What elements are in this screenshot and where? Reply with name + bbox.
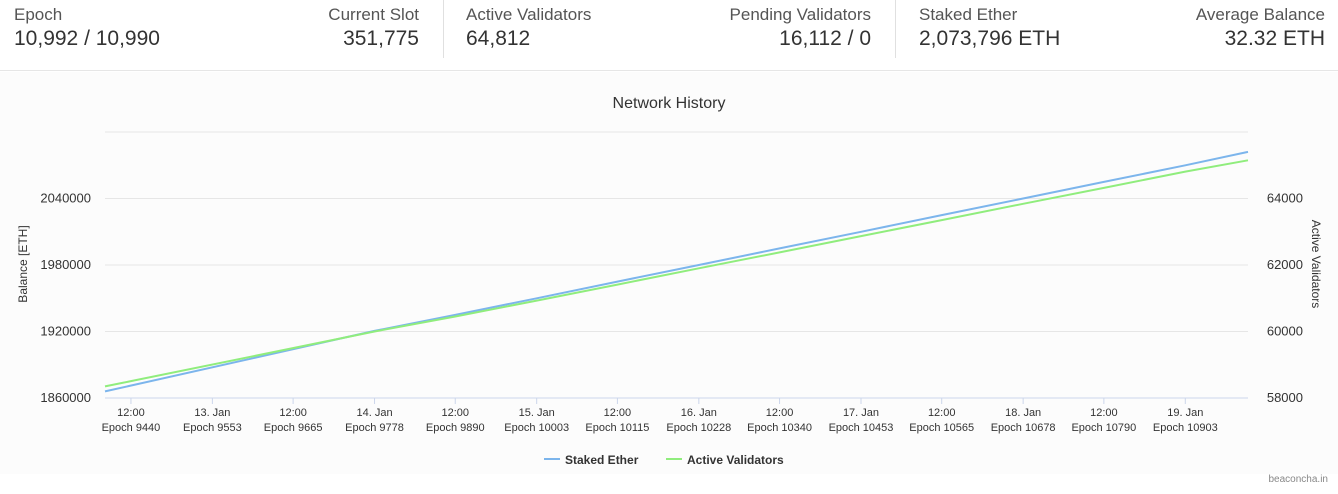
stats-bar: Epoch 10,992 / 10,990 Current Slot 351,7… xyxy=(0,0,1338,71)
x-tick-date: 19. Jan xyxy=(1167,407,1203,419)
series-line-active-validators[interactable] xyxy=(104,159,1249,388)
y-tick-label: 2040000 xyxy=(40,191,91,206)
stat-value: 351,775 xyxy=(343,27,419,50)
stat-value: 10,992 / 10,990 xyxy=(14,27,160,50)
stat-label: Pending Validators xyxy=(729,5,871,24)
stat-average-balance: Average Balance 32.32 ETH xyxy=(1196,5,1325,52)
x-tick-epoch: Epoch 10903 xyxy=(1153,422,1218,434)
series-line-staked-ether[interactable] xyxy=(104,150,1249,393)
x-tick-date: 12:00 xyxy=(279,407,307,419)
stat-staked-ether: Staked Ether 2,073,796 ETH xyxy=(919,5,1060,52)
stat-value: 16,112 / 0 xyxy=(779,27,871,50)
x-tick-date: 12:00 xyxy=(117,407,145,419)
stat-active-validators: Active Validators 64,812 xyxy=(466,5,591,52)
x-tick-epoch: Epoch 10115 xyxy=(585,422,649,434)
legend-label: Staked Ether xyxy=(565,453,639,467)
x-tick-date: 12:00 xyxy=(604,407,632,419)
stat-epoch: Epoch 10,992 / 10,990 xyxy=(14,5,160,52)
x-tick-epoch: Epoch 9440 xyxy=(102,422,161,434)
x-tick-date: 17. Jan xyxy=(843,407,879,419)
y-tick-label: 1860000 xyxy=(40,390,91,405)
y-tick-label: 1920000 xyxy=(40,324,91,339)
x-tick-date: 15. Jan xyxy=(519,407,555,419)
chart-title: Network History xyxy=(613,95,726,112)
x-tick-epoch: Epoch 10565 xyxy=(909,422,974,434)
y2-axis-title: Active Validators xyxy=(1309,220,1323,308)
x-tick-epoch: Epoch 10790 xyxy=(1071,422,1136,434)
credit-link[interactable]: beaconcha.in xyxy=(1268,474,1329,485)
stat-label: Epoch xyxy=(14,5,63,24)
x-tick-epoch: Epoch 9553 xyxy=(183,422,242,434)
series-lines[interactable] xyxy=(104,150,1249,393)
y2-tick-label: 64000 xyxy=(1267,191,1303,206)
axes: 1860000 1920000 1980000 2040000 58000 60000 62… xyxy=(40,191,1303,435)
stat-divider xyxy=(895,0,896,58)
x-tick-date: 12:00 xyxy=(1090,407,1118,419)
x-tick-date: 12:00 xyxy=(441,407,469,419)
x-tick-epoch: Epoch 10003 xyxy=(504,422,569,434)
y2-tick-label: 60000 xyxy=(1267,324,1303,339)
stat-label: Average Balance xyxy=(1195,5,1325,24)
stat-divider xyxy=(443,0,444,58)
legend-label: Active Validators xyxy=(687,453,784,467)
x-tick-date: 12:00 xyxy=(928,407,956,419)
x-tick-date: 12:00 xyxy=(766,407,794,419)
x-tick-epoch: Epoch 10228 xyxy=(666,422,731,434)
x-tick-epoch: Epoch 9890 xyxy=(426,422,485,434)
grid-lines xyxy=(105,131,1248,399)
network-history-chart: Network History 1860000 1920000 1980000 204… xyxy=(0,72,1338,474)
x-tick-epoch: Epoch 10340 xyxy=(747,422,812,434)
x-tick-date: 13. Jan xyxy=(194,407,230,419)
y2-tick-label: 62000 xyxy=(1267,257,1303,272)
x-tick-epoch: Epoch 9778 xyxy=(345,422,404,434)
y2-tick-label: 58000 xyxy=(1267,390,1303,405)
stat-value: 32.32 ETH xyxy=(1224,27,1325,50)
stat-label: Current Slot xyxy=(328,5,419,24)
stat-pending-validators: Pending Validators 16,112 / 0 xyxy=(730,5,871,52)
stat-current-slot: Current Slot 351,775 xyxy=(328,5,419,52)
x-tick-date: 14. Jan xyxy=(356,407,392,419)
stat-label: Active Validators xyxy=(466,5,592,24)
x-tick-date: 18. Jan xyxy=(1005,407,1041,419)
x-tick-epoch: Epoch 10453 xyxy=(829,422,894,434)
y-tick-label: 1980000 xyxy=(40,257,91,272)
legend: Staked Ether Active Validators xyxy=(544,453,784,467)
x-tick-epoch: Epoch 9665 xyxy=(264,422,323,434)
stat-label: Staked Ether xyxy=(919,5,1018,24)
legend-item-staked-ether[interactable]: Staked Ether xyxy=(544,453,639,467)
y-axis-title: Balance [ETH] xyxy=(16,225,30,302)
stat-value: 64,812 xyxy=(466,27,531,50)
x-tick-epoch: Epoch 10678 xyxy=(991,422,1056,434)
x-tick-date: 16. Jan xyxy=(681,407,717,419)
stat-value: 2,073,796 ETH xyxy=(919,27,1061,50)
legend-item-active-validators[interactable]: Active Validators xyxy=(666,453,784,467)
